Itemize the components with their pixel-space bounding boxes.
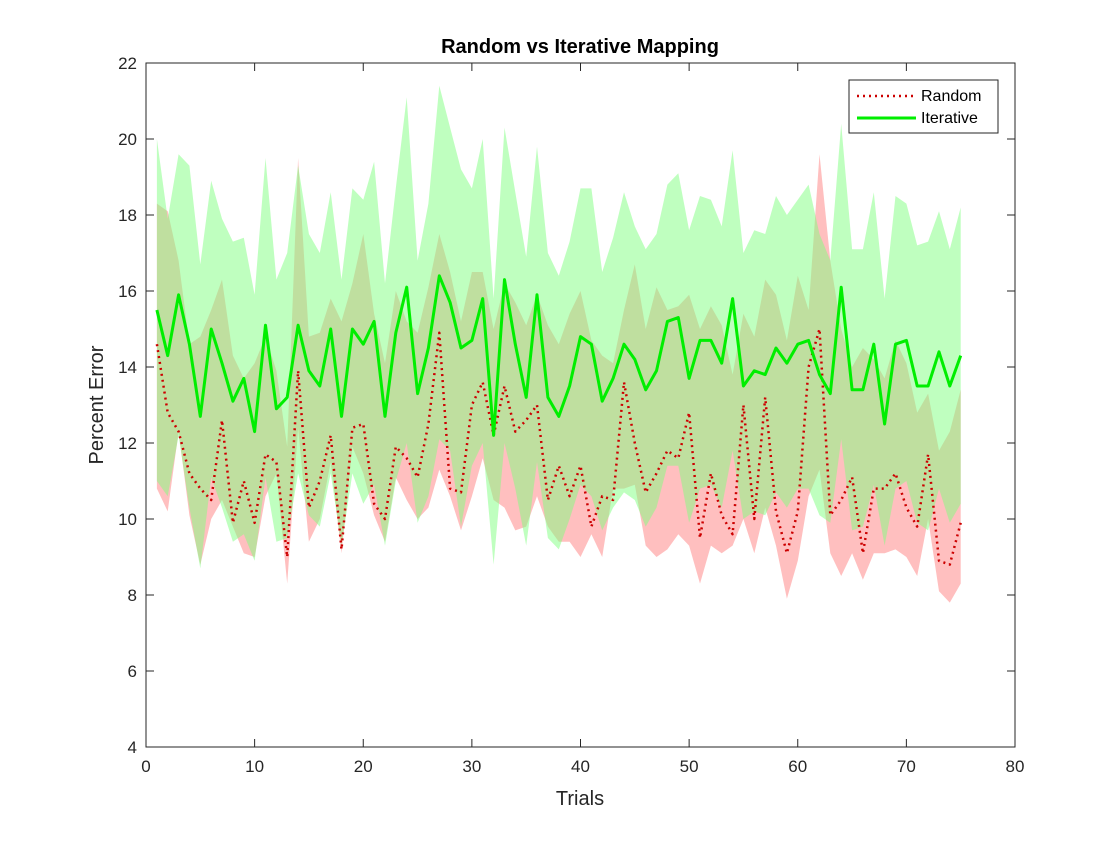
x-tick-label: 20 (354, 757, 373, 776)
x-tick-label: 60 (788, 757, 807, 776)
x-axis-label: Trials (556, 788, 604, 810)
y-tick-label: 8 (128, 586, 137, 605)
x-tick-label: 0 (141, 757, 150, 776)
legend: Random Iterative (848, 79, 999, 134)
chart-title: Random vs Iterative Mapping (441, 36, 719, 58)
y-tick-label: 10 (118, 510, 137, 529)
x-tick-label: 10 (245, 757, 264, 776)
legend-box (848, 79, 999, 134)
band-iterative (156, 85, 961, 569)
legend-label-iterative: Iterative (921, 110, 978, 127)
y-tick-label: 22 (118, 54, 137, 73)
series-line-iterative (155, 274, 963, 437)
y-tick-label: 20 (118, 130, 137, 149)
y-tick-label: 14 (118, 358, 137, 377)
y-tick-label: 16 (118, 282, 137, 301)
axis-ticks: 0 10 20 30 40 50 60 70 80 4 6 8 10 12 14 16 18 20 22 (118, 54, 1024, 776)
x-tick-label: 30 (462, 757, 481, 776)
x-tick-label: 50 (680, 757, 699, 776)
x-tick-label: 70 (897, 757, 916, 776)
y-tick-label: 6 (128, 662, 137, 681)
legend-label-random: Random (921, 88, 981, 105)
x-tick-label: 40 (571, 757, 590, 776)
y-tick-label: 18 (118, 206, 137, 225)
plot-area (155, 85, 963, 603)
y-tick-label: 4 (128, 738, 137, 757)
x-tick-label: 80 (1006, 757, 1025, 776)
y-axis-label: Percent Error (86, 345, 108, 464)
y-tick-label: 12 (118, 434, 137, 453)
series-line-random (155, 327, 962, 566)
